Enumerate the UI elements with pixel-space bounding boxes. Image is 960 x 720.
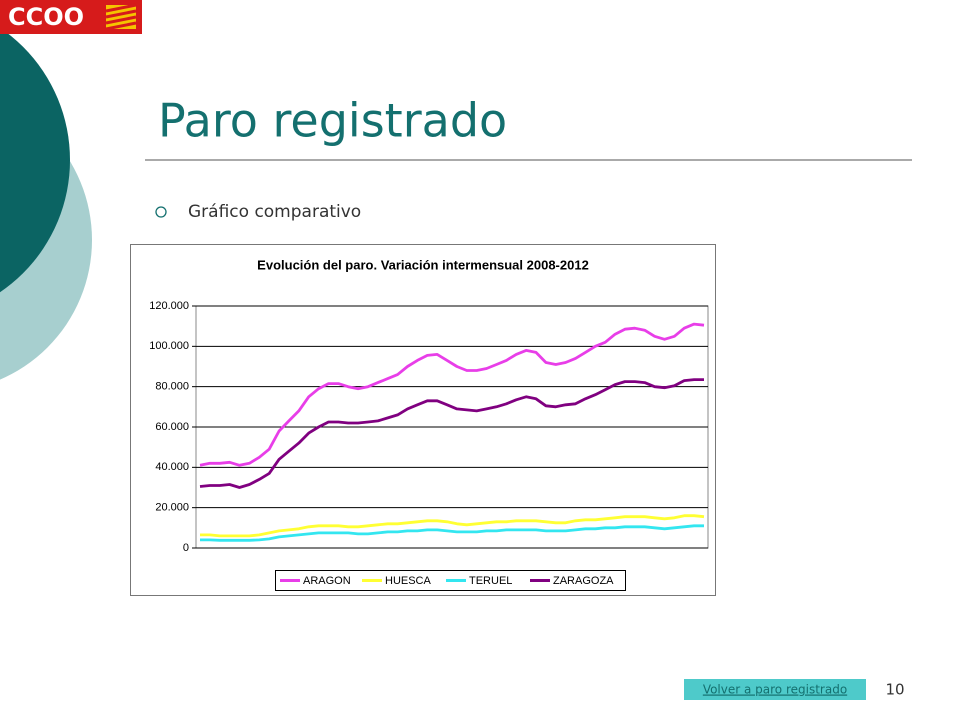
- page-number: 10: [885, 681, 904, 699]
- logo-text: CCOO: [8, 3, 84, 31]
- slide-title: Paro registrado: [158, 94, 507, 148]
- y-tick-label: 100.000: [149, 340, 189, 352]
- y-tick-label: 120.000: [149, 300, 189, 312]
- link-box[interactable]: [684, 679, 866, 700]
- legend-label: ZARAGOZA: [553, 575, 614, 587]
- bullet-marker: [155, 206, 167, 218]
- legend-label: HUESCA: [385, 575, 432, 587]
- y-tick-label: 40.000: [155, 461, 189, 473]
- series-line: [200, 514, 705, 538]
- y-tick-label: 80.000: [155, 381, 189, 393]
- bullet-text: Gráfico comparativo: [188, 202, 361, 222]
- y-tick-label: 60.000: [155, 421, 189, 433]
- series-line: [199, 378, 704, 489]
- series-line: [200, 524, 704, 542]
- y-tick-label: 0: [183, 542, 189, 554]
- chart-title: Evolución del paro. Variación intermensu…: [257, 257, 589, 272]
- series-line: [199, 322, 705, 467]
- logo-flag-stripes: [105, 3, 137, 31]
- decor-circle-dark: [0, 27, 70, 293]
- link-text[interactable]: Volver a paro registrado: [703, 683, 847, 697]
- legend-label: ARAGON: [303, 575, 351, 587]
- y-tick-label: 20.000: [155, 502, 189, 514]
- legend-label: TERUEL: [469, 575, 512, 587]
